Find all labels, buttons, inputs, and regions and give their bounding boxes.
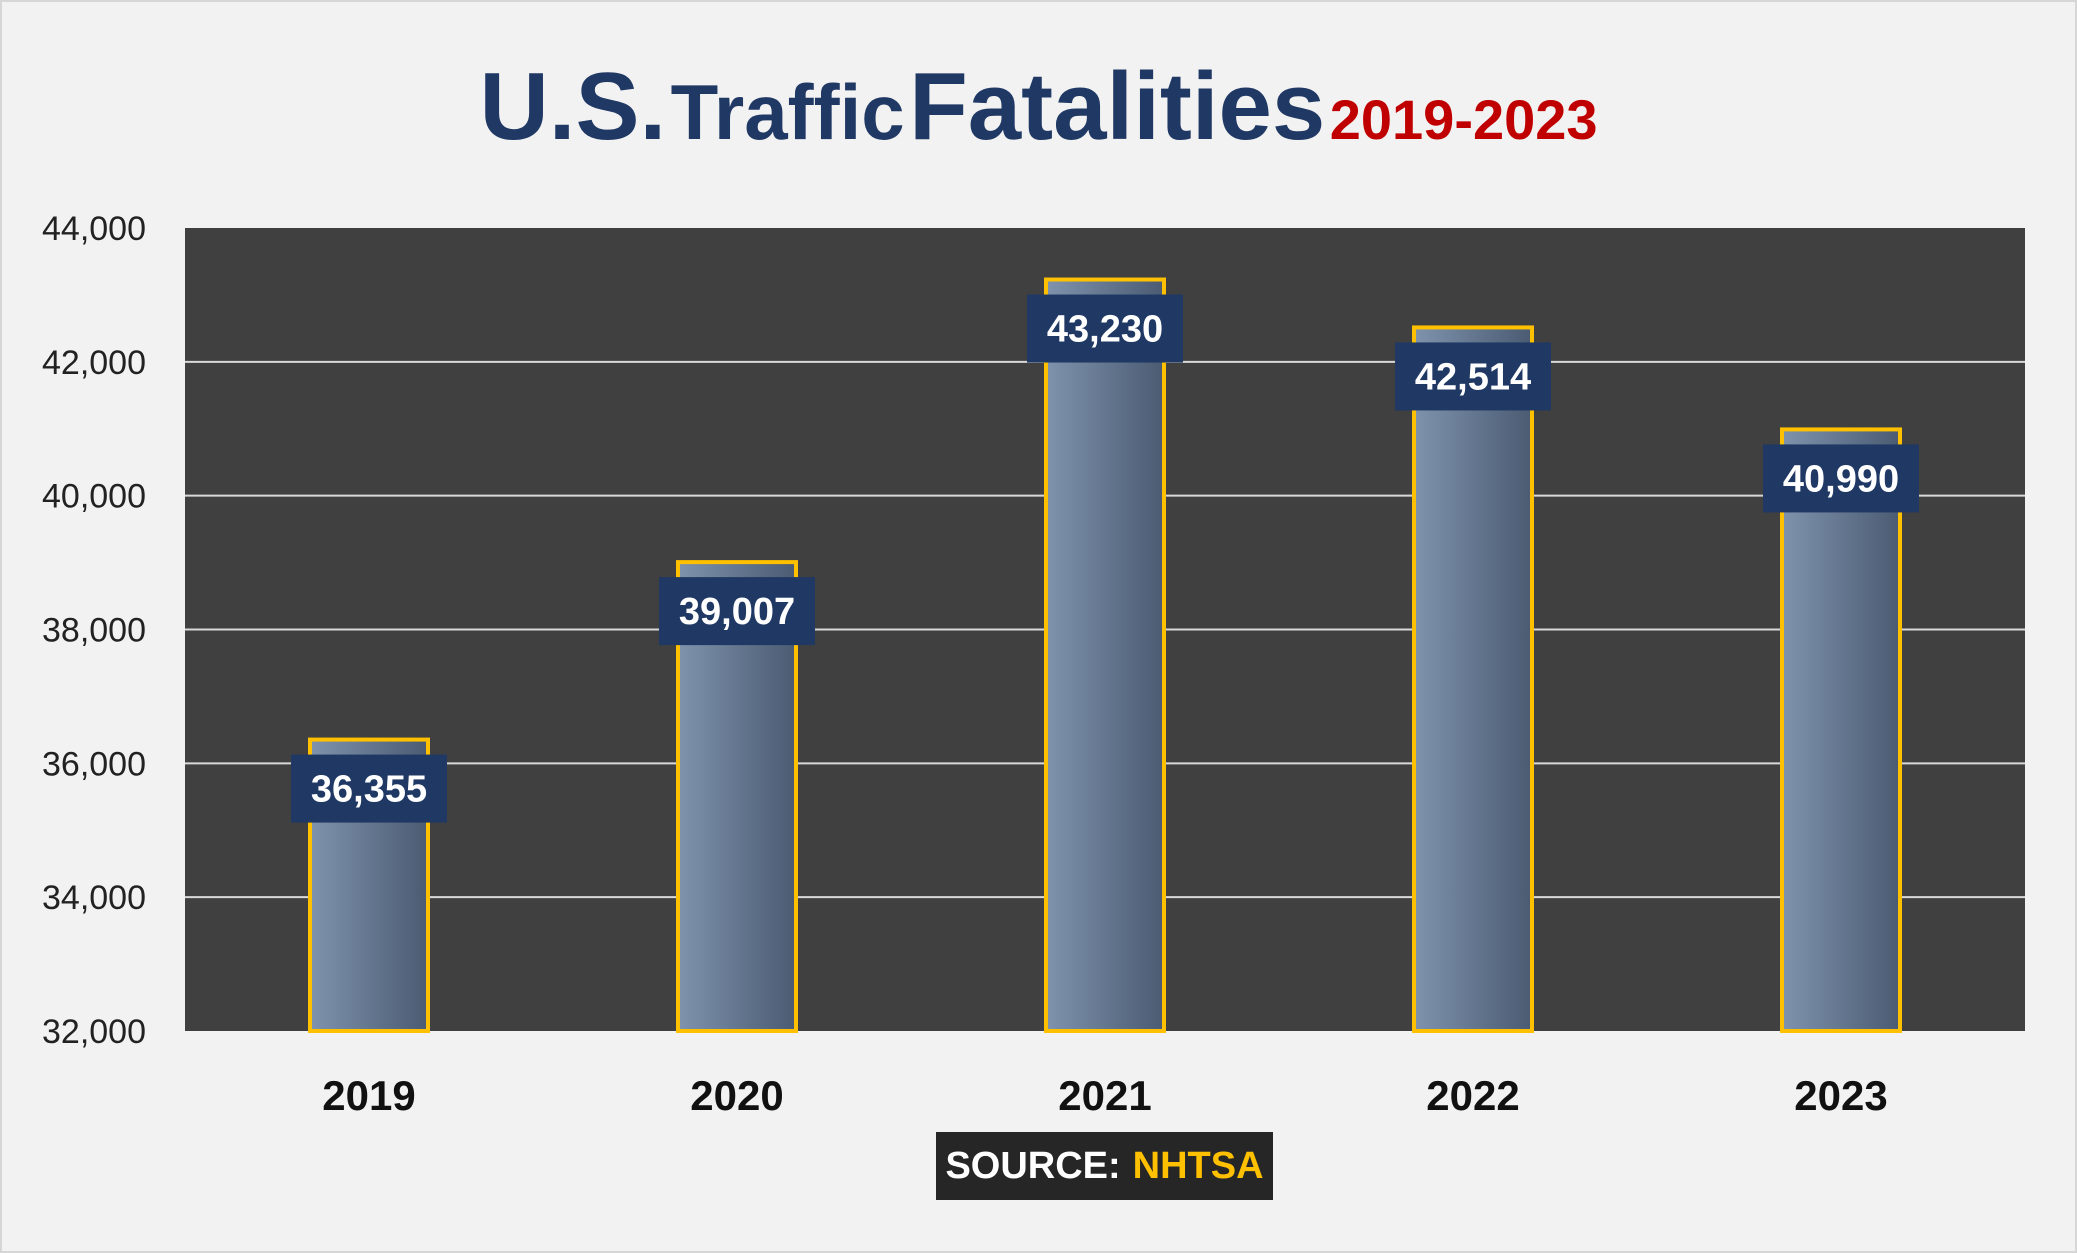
- data-labels: 36,355 39,007 43,230 42,514 40,990: [291, 294, 1919, 823]
- data-label-box: [291, 754, 447, 823]
- chart-title: U.S. Traffic Fatalities 2019-2023: [0, 52, 2077, 162]
- data-label-text: 42,514: [1415, 356, 1531, 398]
- data-label-2023: 40,990: [1763, 444, 1919, 513]
- source-value: NHTSA: [1132, 1144, 1264, 1187]
- data-label-box: [1395, 342, 1551, 411]
- y-tick-label: 42,000: [42, 344, 146, 382]
- title-part-fatalities: Fatalities: [909, 53, 1326, 160]
- bar-2022: [1412, 325, 1534, 1033]
- data-label-2022: 42,514: [1395, 342, 1551, 411]
- data-label-box: [659, 577, 815, 646]
- y-axis: 32,000 34,000 36,000 38,000 40,000 42,000 44,0…: [42, 210, 146, 1051]
- y-tick-label: 40,000: [42, 478, 146, 516]
- source-badge: SOURCE: NHTSA: [936, 1132, 1273, 1200]
- data-label-text: 39,007: [679, 591, 795, 633]
- y-tick-label: 36,000: [42, 745, 146, 783]
- x-tick-label: 2021: [1058, 1072, 1151, 1119]
- x-tick-label: 2023: [1794, 1072, 1887, 1119]
- y-tick-label: 32,000: [42, 1013, 146, 1051]
- x-tick-label: 2019: [322, 1072, 415, 1119]
- bar-2023: [1780, 427, 1902, 1033]
- title-years: 2019-2023: [1329, 88, 1598, 151]
- data-label-text: 40,990: [1783, 458, 1899, 500]
- y-tick-label: 34,000: [42, 879, 146, 917]
- data-label-2020: 39,007: [659, 577, 815, 646]
- title-part-traffic: Traffic: [670, 68, 905, 156]
- bar-2021: [1044, 277, 1166, 1034]
- x-tick-label: 2022: [1426, 1072, 1519, 1119]
- y-tick-label: 44,000: [42, 210, 146, 248]
- data-label-box: [1027, 294, 1183, 363]
- x-axis: 2019 2020 2021 2022 2023: [322, 1072, 1887, 1119]
- data-label-2021: 43,230: [1027, 294, 1183, 363]
- data-label-text: 43,230: [1047, 309, 1163, 351]
- title-part-us: U.S.: [479, 53, 667, 160]
- source-label: SOURCE:: [945, 1144, 1121, 1187]
- data-label-2019: 36,355: [291, 754, 447, 823]
- data-label-box: [1763, 444, 1919, 513]
- y-tick-label: 38,000: [42, 612, 146, 650]
- data-label-text: 36,355: [311, 769, 427, 811]
- x-tick-label: 2020: [690, 1072, 783, 1119]
